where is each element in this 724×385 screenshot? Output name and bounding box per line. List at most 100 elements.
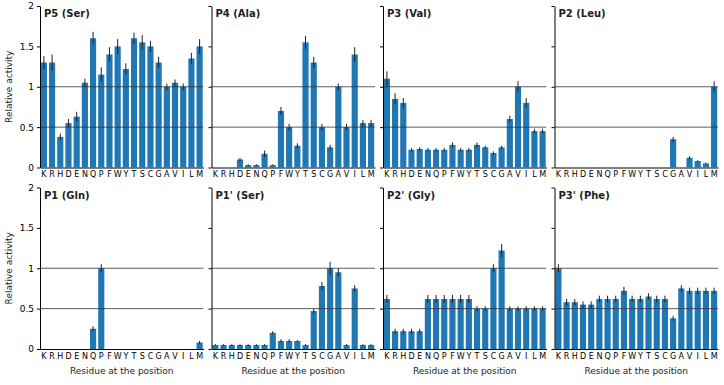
bar (564, 167, 570, 168)
bar (711, 291, 717, 349)
x-axis-title: Residue at the position (70, 366, 174, 376)
bar (352, 288, 358, 349)
x-tick-label: D (65, 352, 71, 361)
error-bar (321, 282, 322, 290)
x-axis: KRHDENQPFWYTSCGAVILM (555, 350, 719, 361)
x-tick: G (499, 170, 505, 179)
bar (82, 83, 88, 168)
bar (572, 167, 578, 168)
bar (302, 42, 308, 167)
x-tick-label: D (408, 170, 414, 179)
bar (147, 46, 153, 167)
x-tick: P (99, 352, 104, 361)
x-tick-label: R (564, 352, 570, 361)
x-axis-title: Residue at the position (241, 366, 345, 376)
bar (621, 167, 627, 168)
plot-area (212, 262, 376, 349)
x-tick: E (74, 170, 79, 179)
x-tick: L (704, 352, 709, 361)
x-tick-label: K (384, 170, 390, 179)
x-tick: V (515, 352, 521, 361)
error-bar (354, 285, 355, 291)
bar (400, 331, 406, 349)
bar (172, 349, 178, 350)
x-tick-label: W (285, 170, 293, 179)
bar (188, 58, 194, 167)
x-axis: KRHDENQPFWYTSCGAVILM (212, 350, 376, 361)
bar (703, 163, 709, 167)
x-tick-label: V (172, 352, 178, 361)
x-tick: I (354, 352, 356, 361)
bar (555, 167, 561, 168)
x-tick-label: H (572, 352, 578, 361)
error-bar (607, 296, 608, 302)
x-tick: V (687, 352, 693, 361)
x-tick-label: R (221, 352, 227, 361)
x-tick-label: W (457, 170, 465, 179)
error-bar (117, 39, 118, 54)
bar (335, 272, 341, 349)
error-bar (460, 148, 461, 151)
x-tick-label: L (532, 170, 537, 179)
x-tick-label: A (164, 170, 170, 179)
y-tick-mark (209, 228, 212, 229)
bar (278, 111, 284, 168)
x-tick: V (344, 352, 350, 361)
error-bar (591, 301, 592, 307)
x-tick-label: H (400, 170, 406, 179)
error-bar (509, 116, 510, 122)
bar (604, 167, 610, 168)
bar (499, 147, 505, 167)
error-bar (248, 344, 249, 346)
bar (580, 305, 586, 349)
x-tick: N (253, 352, 259, 361)
bar (156, 349, 162, 350)
x-tick: I (697, 170, 699, 179)
error-bar (477, 142, 478, 147)
error-bar (362, 120, 363, 126)
x-tick: S (311, 352, 316, 361)
x-tick: H (229, 170, 235, 179)
x-tick: M (196, 352, 203, 361)
x-tick-label: E (417, 170, 422, 179)
bar (629, 299, 635, 349)
bar (613, 299, 619, 349)
error-bar (574, 299, 575, 305)
error-bar (134, 33, 135, 44)
bar (654, 299, 660, 349)
y-tick-label: 0 (28, 163, 34, 173)
reference-line (555, 127, 719, 128)
x-tick-label: T (645, 170, 651, 179)
x-tick: M (196, 170, 203, 179)
x-tick: D (408, 352, 414, 361)
y-tick: 1.5 (20, 42, 40, 52)
bar (588, 305, 594, 349)
y-tick-mark (37, 46, 40, 47)
panel-title: P2 (Leu) (559, 8, 606, 19)
x-tick-label: N (596, 170, 602, 179)
x-tick: M (711, 170, 718, 179)
y-tick (380, 349, 383, 350)
error-bar (681, 285, 682, 291)
y-tick (552, 127, 555, 128)
x-tick: E (417, 352, 422, 361)
error-bar (191, 53, 192, 64)
x-tick: A (507, 170, 513, 179)
y-tick (552, 46, 555, 47)
x-tick: T (645, 170, 651, 179)
error-bar (338, 268, 339, 276)
bar (637, 299, 643, 349)
error-bar (689, 288, 690, 294)
error-bar (346, 344, 347, 346)
x-tick: M (539, 170, 546, 179)
reference-line (40, 86, 204, 87)
bar (82, 349, 88, 350)
bar (368, 345, 374, 349)
y-tick-mark (380, 127, 383, 128)
bar (221, 167, 227, 168)
x-tick-label: F (622, 352, 627, 361)
bar (164, 349, 170, 350)
y-tick (552, 168, 555, 169)
error-bar (239, 158, 240, 161)
bar (449, 299, 455, 349)
